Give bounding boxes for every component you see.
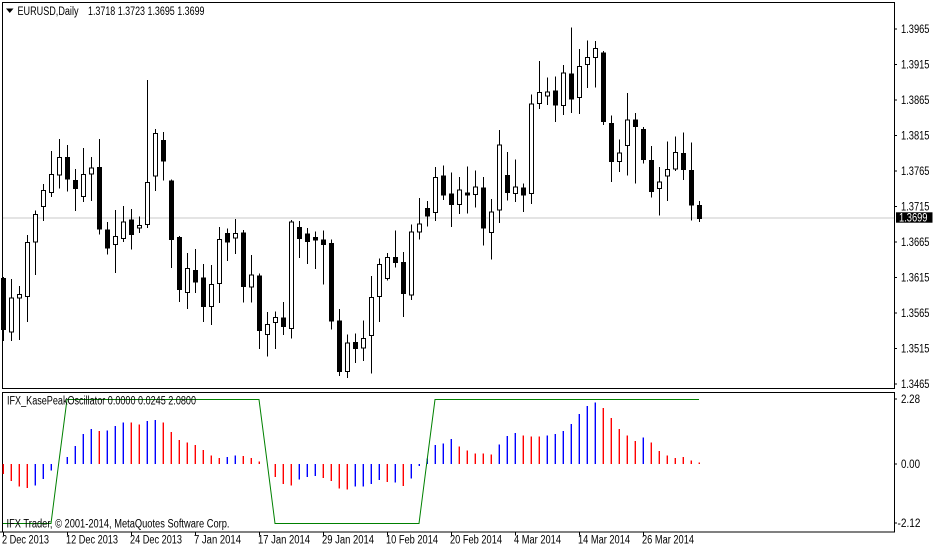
svg-text:1.3715: 1.3715 [901, 202, 930, 214]
svg-text:1.3965: 1.3965 [901, 24, 930, 36]
svg-text:1.3815: 1.3815 [901, 131, 930, 143]
svg-text:29 Jan 2014: 29 Jan 2014 [322, 535, 374, 547]
svg-text:1.3915: 1.3915 [901, 60, 930, 72]
svg-text:20 Feb 2014: 20 Feb 2014 [450, 535, 502, 547]
svg-text:14 Mar 2014: 14 Mar 2014 [578, 535, 630, 547]
svg-text:1.3515: 1.3515 [901, 344, 930, 356]
svg-text:1.3665: 1.3665 [901, 237, 930, 249]
svg-text:12 Dec 2013: 12 Dec 2013 [66, 535, 118, 547]
svg-text:1.3699: 1.3699 [899, 213, 928, 225]
svg-text:1.3465: 1.3465 [901, 379, 930, 391]
svg-text:7 Jan 2014: 7 Jan 2014 [194, 535, 241, 547]
svg-text:1.3865: 1.3865 [901, 95, 930, 107]
svg-text:4 Mar 2014: 4 Mar 2014 [514, 535, 561, 547]
svg-text:2 Dec 2013: 2 Dec 2013 [2, 535, 49, 547]
svg-text:-2.12: -2.12 [898, 518, 921, 530]
svg-text:17 Jan 2014: 17 Jan 2014 [258, 535, 310, 547]
svg-text:IFX_KasePeakOscillator 0.0000: IFX_KasePeakOscillator 0.0000 0.0245 2.0… [7, 396, 196, 408]
svg-text:0.00: 0.00 [901, 459, 920, 471]
svg-text:1.3615: 1.3615 [901, 273, 930, 285]
svg-text:IFX Trader, © 2001-2014, MetaQ: IFX Trader, © 2001-2014, MetaQuotes Soft… [7, 519, 230, 531]
svg-text:1.3765: 1.3765 [901, 166, 930, 178]
svg-text:1.3718 1.3723 1.3695 1.3699: 1.3718 1.3723 1.3695 1.3699 [88, 6, 205, 18]
svg-text:24 Dec 2013: 24 Dec 2013 [130, 535, 182, 547]
svg-text:2.28: 2.28 [901, 394, 920, 406]
svg-text:1.3565: 1.3565 [901, 308, 930, 320]
svg-text:10 Feb 2014: 10 Feb 2014 [386, 535, 438, 547]
svg-text:26 Mar 2014: 26 Mar 2014 [642, 535, 694, 547]
svg-text:EURUSD,Daily: EURUSD,Daily [18, 6, 79, 18]
